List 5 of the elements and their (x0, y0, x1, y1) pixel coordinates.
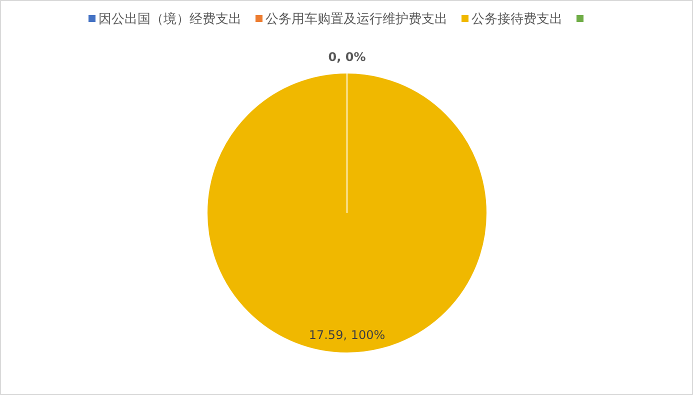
legend-label: 公务接待费支出 (472, 12, 562, 27)
text: 0, 0% (328, 50, 366, 64)
data-label: 17.59, 100% (308, 328, 386, 342)
legend-label: 因公出国（境）经费支出 (98, 11, 242, 27)
legend-label: 公务用车购置及运行维护费支出 (266, 12, 448, 27)
